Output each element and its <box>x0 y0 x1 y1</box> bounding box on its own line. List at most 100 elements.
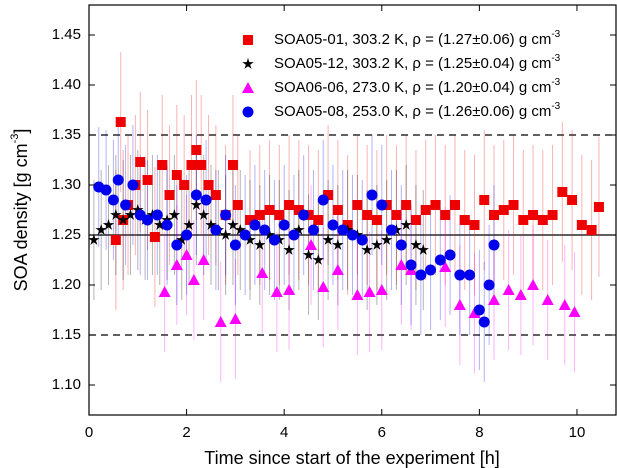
point <box>179 180 190 190</box>
point <box>302 249 315 260</box>
y-tick-label: 1.15 <box>52 326 81 343</box>
point <box>400 219 412 230</box>
point <box>557 187 568 197</box>
point <box>327 219 339 231</box>
point <box>371 215 382 225</box>
point <box>454 269 466 281</box>
point <box>420 205 431 215</box>
point <box>214 316 227 327</box>
point <box>154 219 166 230</box>
point <box>508 200 519 210</box>
point <box>283 284 296 295</box>
point <box>576 220 587 230</box>
point <box>568 306 581 317</box>
point <box>356 234 368 246</box>
point <box>417 244 429 255</box>
point <box>307 224 319 236</box>
point <box>323 190 334 200</box>
legend-sup: -3 <box>551 101 560 112</box>
point <box>425 264 437 276</box>
point <box>187 274 200 285</box>
point <box>161 214 173 225</box>
point <box>196 160 207 170</box>
point <box>489 210 500 220</box>
point <box>395 239 407 251</box>
point <box>249 219 261 231</box>
point <box>332 239 344 250</box>
legend-text: SOA05-01, 303.2 K, ρ = (1.27±0.06) g cm <box>274 31 551 48</box>
point <box>488 239 500 251</box>
point <box>149 232 160 242</box>
point <box>100 184 112 196</box>
point <box>284 200 295 210</box>
point <box>95 224 107 235</box>
point <box>331 264 344 275</box>
y-tick-label: 1.20 <box>52 276 81 293</box>
point <box>205 219 217 230</box>
point <box>274 210 285 220</box>
legend-sup: -3 <box>551 53 560 64</box>
point <box>415 269 427 281</box>
point <box>352 200 363 210</box>
point <box>363 286 376 297</box>
point <box>391 210 402 220</box>
point <box>283 244 295 255</box>
point <box>440 210 451 220</box>
legend-text: SOA05-12, 303.2 K, ρ = (1.25±0.04) g cm <box>274 55 551 72</box>
point <box>593 202 604 212</box>
point <box>469 220 480 230</box>
point <box>362 210 373 220</box>
point <box>135 157 146 167</box>
point <box>244 234 256 245</box>
legend-marker <box>242 58 254 69</box>
point <box>254 210 265 220</box>
point <box>361 244 373 255</box>
legend-sup: -3 <box>551 77 560 88</box>
plot-frame <box>88 4 617 416</box>
point <box>537 215 548 225</box>
y-tick-label: 1.10 <box>52 376 81 393</box>
legend-marker <box>242 82 254 93</box>
point <box>410 239 422 250</box>
legend-marker <box>242 106 254 118</box>
point <box>263 229 276 240</box>
point <box>439 261 452 272</box>
point <box>502 284 515 295</box>
point <box>518 215 529 225</box>
point <box>322 234 334 245</box>
legend-label: SOA06-06, 273.0 K, ρ = (1.20±0.04) g cm-… <box>274 77 561 96</box>
x-tick-label: 2 <box>182 424 190 441</box>
point <box>386 224 398 236</box>
point <box>459 215 470 225</box>
point <box>227 219 239 230</box>
point <box>453 299 466 310</box>
point <box>229 313 242 324</box>
point <box>514 289 527 300</box>
point <box>332 205 343 215</box>
y-tick-label: 1.30 <box>52 176 81 193</box>
point <box>197 209 210 220</box>
y-label-text: SOA density [g cm <box>11 143 31 291</box>
point <box>317 194 329 206</box>
point <box>317 281 330 292</box>
point <box>161 219 173 231</box>
point <box>405 259 417 271</box>
point <box>449 200 460 210</box>
point <box>234 224 246 235</box>
point <box>351 289 364 300</box>
point <box>395 259 408 270</box>
point <box>434 254 446 266</box>
point <box>164 190 175 200</box>
x-tick-label: 10 <box>569 424 586 441</box>
point <box>478 316 490 328</box>
point <box>107 194 119 206</box>
point <box>219 229 232 240</box>
point <box>254 239 266 250</box>
legend-label: SOA05-01, 303.2 K, ρ = (1.27±0.06) g cm-… <box>274 29 561 48</box>
point <box>256 267 269 278</box>
point <box>464 269 476 281</box>
y-tick-label: 1.45 <box>52 26 81 43</box>
point <box>112 174 124 186</box>
point <box>171 239 183 251</box>
